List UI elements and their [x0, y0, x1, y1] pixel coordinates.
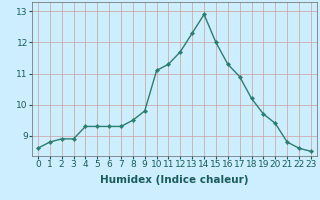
X-axis label: Humidex (Indice chaleur): Humidex (Indice chaleur) [100, 175, 249, 185]
